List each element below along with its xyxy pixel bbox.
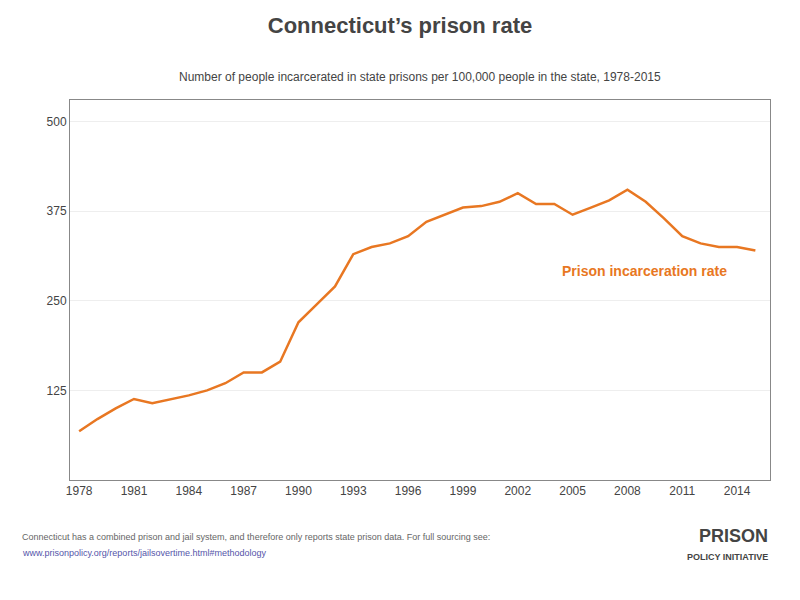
svg-text:2011: 2011	[669, 484, 695, 498]
svg-text:1978: 1978	[66, 484, 93, 498]
svg-text:2002: 2002	[504, 484, 531, 498]
svg-text:250: 250	[47, 294, 67, 308]
svg-text:1984: 1984	[175, 484, 202, 498]
svg-text:1981: 1981	[121, 484, 148, 498]
svg-text:125: 125	[47, 384, 67, 398]
svg-text:1993: 1993	[340, 484, 367, 498]
svg-text:1996: 1996	[395, 484, 422, 498]
svg-text:1999: 1999	[450, 484, 477, 498]
svg-text:500: 500	[47, 115, 67, 129]
svg-text:Number of people incarcerated: Number of people incarcerated in state p…	[179, 70, 661, 84]
svg-text:Connecticut has a combined pri: Connecticut has a combined prison and ja…	[22, 532, 490, 542]
svg-text:Prison incarceration rate: Prison incarceration rate	[562, 263, 727, 279]
svg-text:POLICY INITIATIVE: POLICY INITIATIVE	[687, 552, 768, 562]
svg-text:2014: 2014	[724, 484, 751, 498]
svg-text:2005: 2005	[559, 484, 586, 498]
svg-text:375: 375	[47, 204, 67, 218]
svg-text:PRISON: PRISON	[699, 526, 768, 546]
svg-text:www.prisonpolicy.org/reports/j: www.prisonpolicy.org/reports/jailsoverti…	[22, 548, 266, 558]
svg-text:2008: 2008	[614, 484, 641, 498]
svg-text:1987: 1987	[230, 484, 257, 498]
svg-text:Connecticut’s prison rate: Connecticut’s prison rate	[268, 13, 532, 38]
svg-text:1990: 1990	[285, 484, 312, 498]
